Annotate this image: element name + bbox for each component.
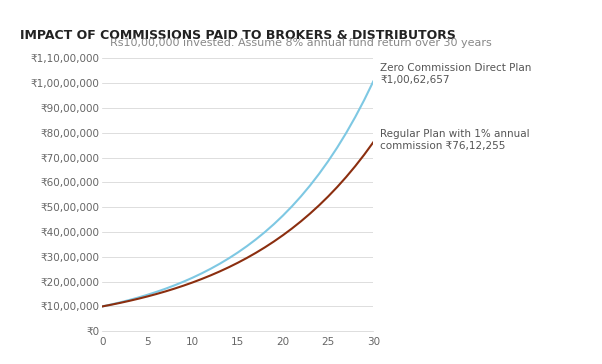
Title: IMPACT OF COMMISSIONS PAID TO BROKERS & DISTRIBUTORS: IMPACT OF COMMISSIONS PAID TO BROKERS & …	[20, 29, 456, 42]
Text: Rs10,00,000 invested. Assume 8% annual fund return over 30 years: Rs10,00,000 invested. Assume 8% annual f…	[110, 38, 492, 48]
Text: Zero Commission Direct Plan
₹1,00,62,657: Zero Commission Direct Plan ₹1,00,62,657	[380, 63, 532, 85]
Text: Regular Plan with 1% annual
commission ₹76,12,255: Regular Plan with 1% annual commission ₹…	[380, 129, 530, 151]
